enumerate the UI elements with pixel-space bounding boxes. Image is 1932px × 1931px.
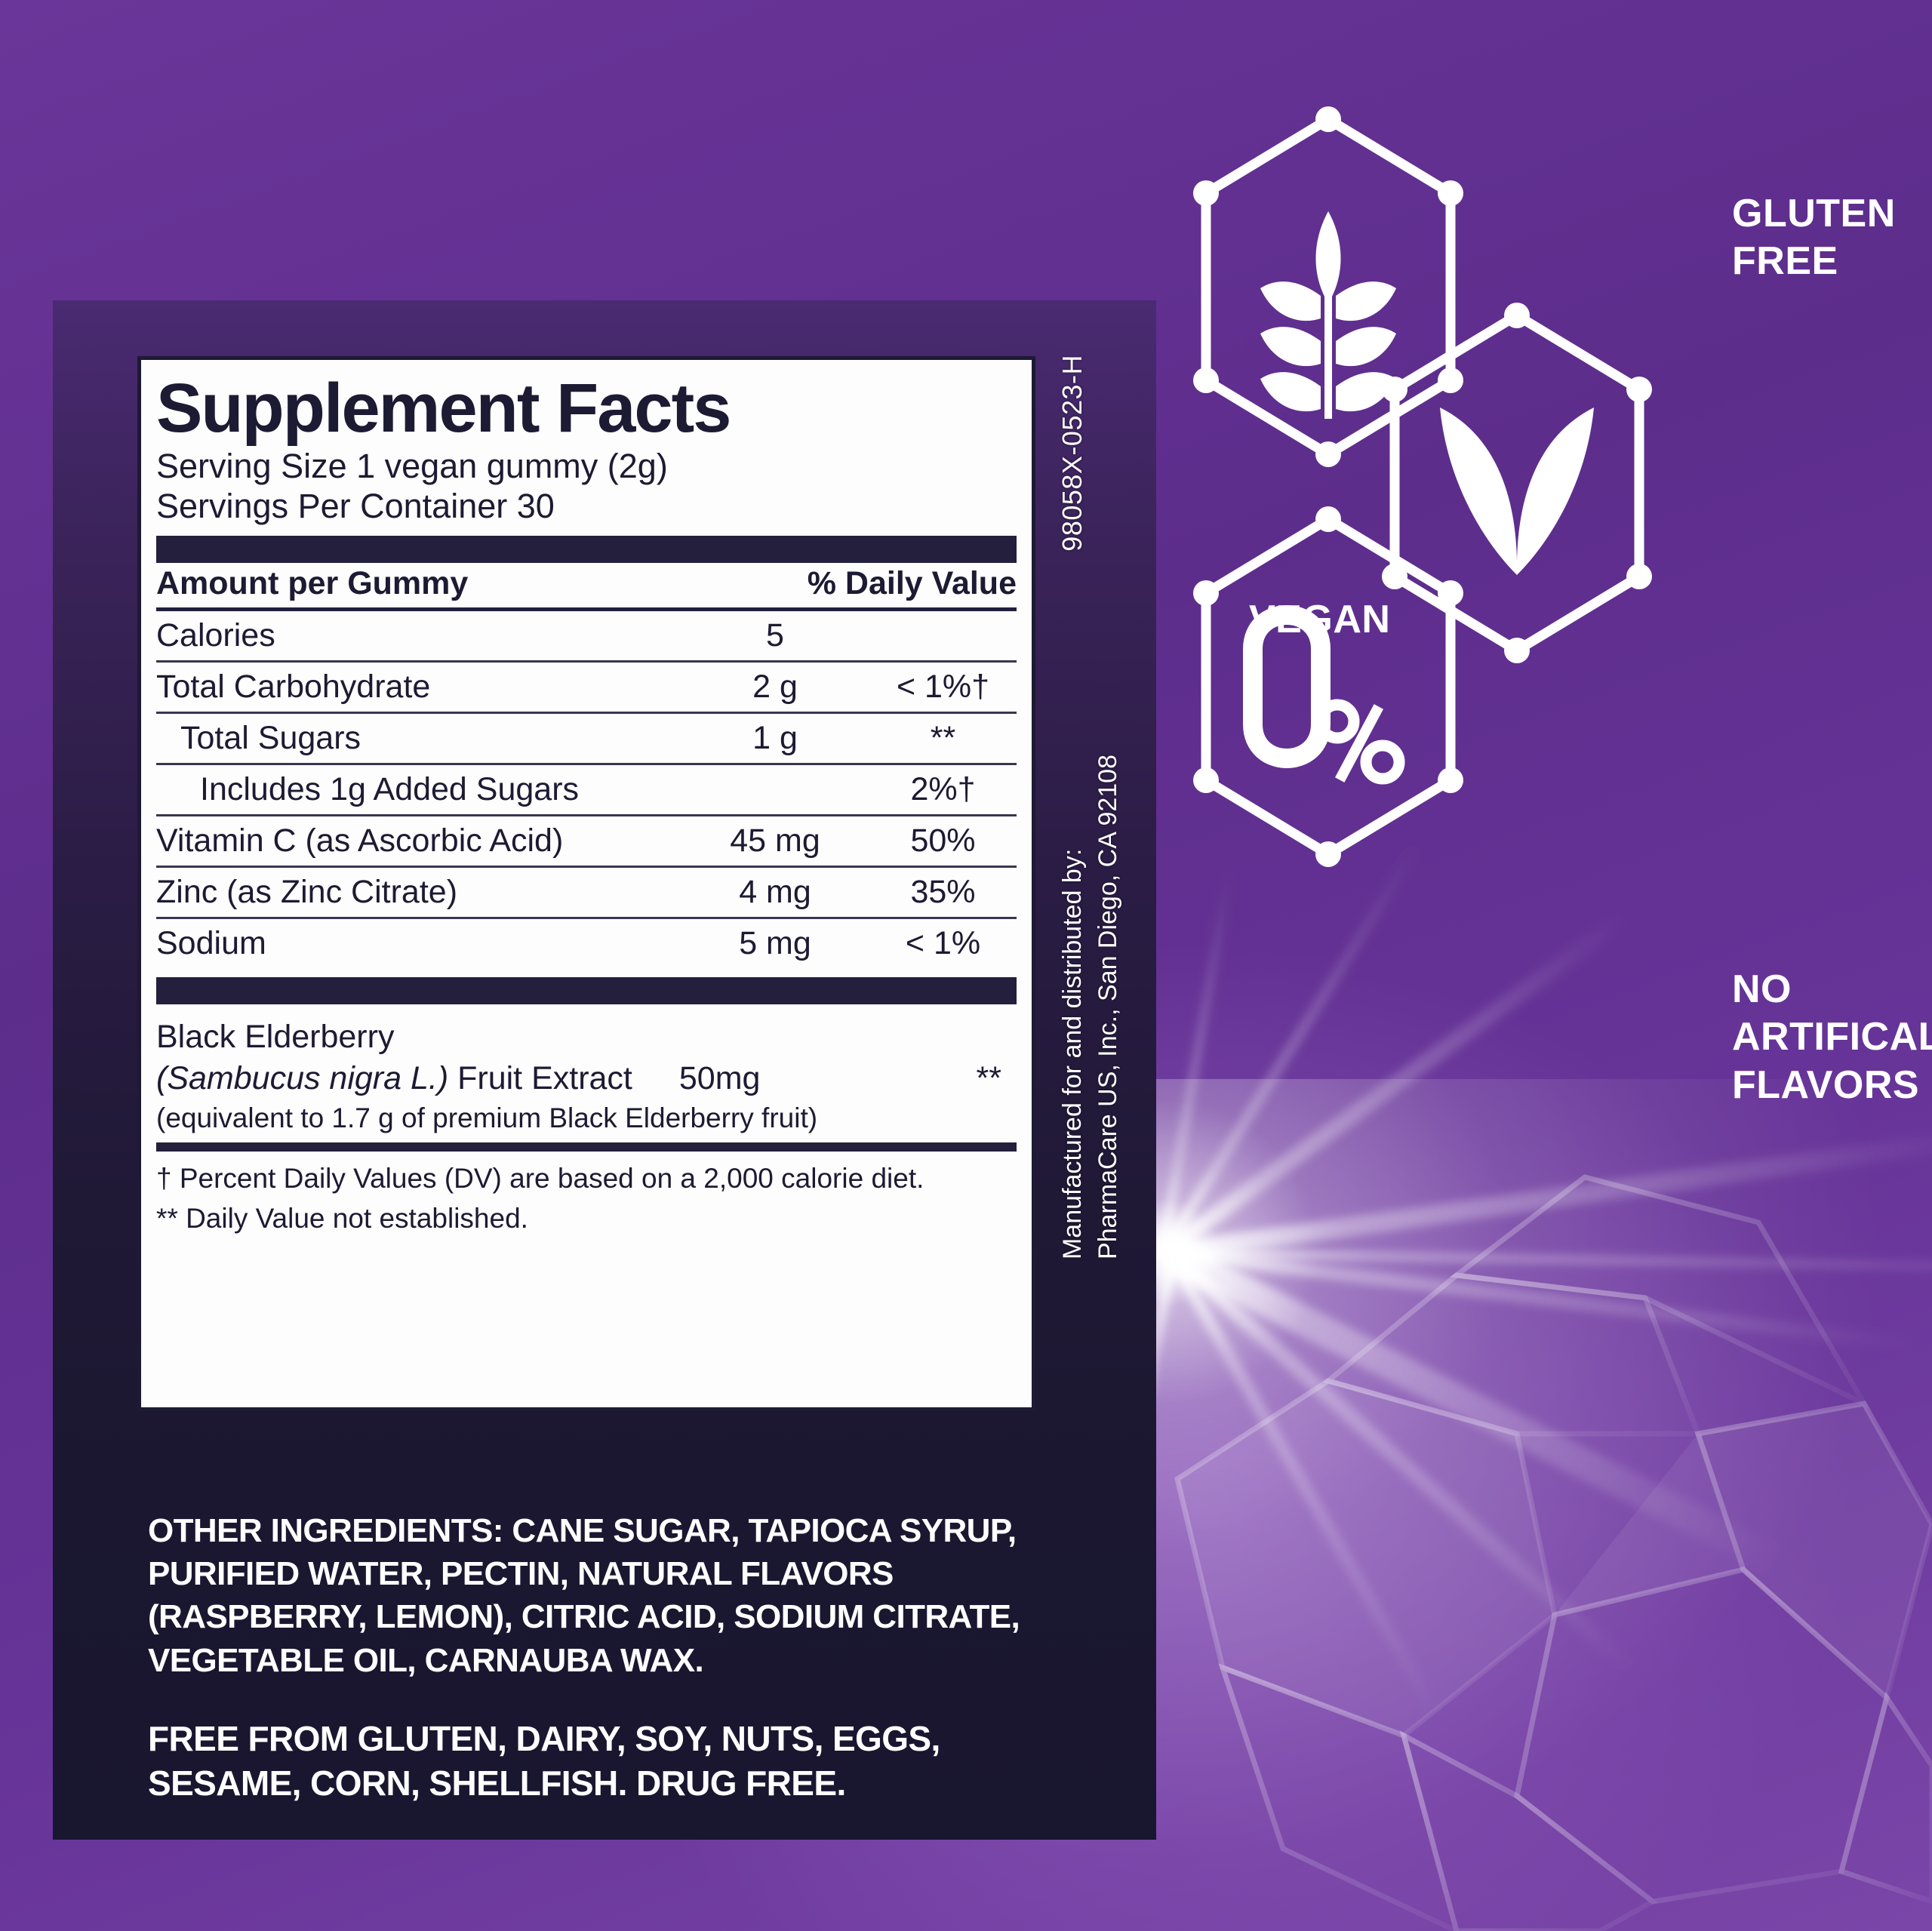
row-divider [156, 813, 1017, 816]
herb-amount: 50mg [678, 1060, 761, 1097]
badge-gluten-free: GLUTEN FREE [1170, 98, 1895, 475]
table-row: Zinc (as Zinc Citrate) 4 mg 35% [156, 868, 1017, 917]
row-divider [156, 916, 1017, 919]
lot-code: 98058X-0523-H [1057, 355, 1088, 552]
servings-per-container: Servings Per Container 30 [156, 487, 555, 526]
supplement-facts-panel: Supplement Facts Serving Size 1 vegan gu… [137, 356, 1035, 1411]
badge-no-artificial-flavors: NO ARTIFICAL FLAVORS [1170, 498, 1932, 1107]
ingredients-section: OTHER INGREDIENTS: CANE SUGAR, TAPIOCA S… [148, 1509, 1038, 1806]
table-row: Total Sugars 1 g ** [156, 714, 1017, 763]
row-label: Vitamin C (as Ascorbic Acid) [156, 822, 564, 859]
row-label: Total Sugars [180, 719, 361, 756]
badge-label-no-artificial-flavors: NO ARTIFICAL FLAVORS [1732, 966, 1932, 1109]
row-dv: 50% [910, 822, 976, 859]
herb-name: Black Elderberry [156, 1018, 395, 1055]
supplement-facts-title: Supplement Facts [156, 370, 731, 447]
herb-dv: ** [976, 1060, 1001, 1097]
serving-size: Serving Size 1 vegan gummy (2g) [156, 447, 668, 486]
row-amount: 5 mg [739, 924, 811, 961]
row-label: Calories [156, 617, 275, 653]
daily-value-header: % Daily Value [807, 564, 1017, 601]
herb-equivalent: (equivalent to 1.7 g of premium Black El… [156, 1102, 818, 1134]
manufacturer-info: Manufactured for and distributed by: Pha… [1055, 755, 1126, 1259]
leaves-icon [1440, 407, 1594, 575]
row-amount: 1 g [752, 719, 798, 756]
badge-label-gluten-free: GLUTEN FREE [1732, 190, 1896, 286]
row-amount: 4 mg [739, 873, 811, 910]
row-divider [156, 660, 1017, 663]
herb-block: Black Elderberry (Sambucus nigra L.) Fru… [156, 1004, 1017, 1143]
vegan-hexagon [1382, 303, 1652, 663]
header-bar [156, 535, 1017, 563]
gluten-free-hexagon [1193, 106, 1463, 467]
row-amount: 2 g [752, 668, 798, 705]
wheat-icon [1260, 211, 1396, 419]
row-label: Zinc (as Zinc Citrate) [156, 873, 458, 910]
amount-per-gummy-header: Amount per Gummy [156, 564, 469, 601]
row-dv: 35% [910, 873, 976, 910]
row-divider [156, 762, 1017, 765]
row-dv: ** [930, 719, 956, 756]
light-burst [992, 842, 1932, 1717]
row-amount: 5 [766, 617, 784, 653]
herb-botanical: (Sambucus nigra L.) [156, 1060, 449, 1097]
no-artificial-flavors-hexagon [1193, 506, 1463, 867]
row-label: Total Carbohydrate [156, 668, 431, 705]
footnote-asterisk: ** Daily Value not established. [156, 1202, 528, 1234]
footnote-dagger: † Percent Daily Values (DV) are based on… [156, 1163, 924, 1195]
badge-label-line-2: FREE [1732, 239, 1838, 284]
badge-group: GLUTEN FREE VEGAN [1177, 98, 1932, 1260]
row-label: Includes 1g Added Sugars [200, 770, 580, 807]
footnote-separator-bar [156, 1142, 1017, 1152]
other-ingredients-body: CANE SUGAR, TAPIOCA SYRUP, PURIFIED WATE… [148, 1512, 1020, 1679]
row-dv: < 1% [905, 924, 981, 961]
manufacturer-line-1: Manufactured for and distributed by: [1058, 848, 1087, 1260]
other-ingredients: OTHER INGREDIENTS: CANE SUGAR, TAPIOCA S… [148, 1509, 1038, 1682]
manufacturer-line-2: PharmaCare US, Inc., San Diego, CA 92108 [1093, 755, 1122, 1260]
row-label: Sodium [156, 924, 266, 961]
row-dv: < 1%† [896, 668, 990, 705]
row-divider [156, 711, 1017, 714]
table-row: Calories 5 [156, 611, 1017, 660]
herb-separator-bar [156, 976, 1017, 1004]
free-from-statement: FREE FROM GLUTEN, DAIRY, SOY, NUTS, EGGS… [148, 1718, 940, 1803]
badge-label-line-2: ARTIFICAL [1732, 1015, 1932, 1059]
rule-under-header [156, 607, 1017, 611]
row-dv: 2%† [910, 770, 976, 807]
herb-extract-label: Fruit Extract [457, 1060, 632, 1097]
row-divider [156, 865, 1017, 868]
footnotes: † Percent Daily Values (DV) are based on… [156, 1152, 1017, 1238]
table-row: Includes 1g Added Sugars 2%† [156, 765, 1017, 814]
badge-label-line-3: FLAVORS [1732, 1062, 1920, 1107]
badge-label-line-1: NO [1732, 967, 1792, 1011]
zero-percent-icon [1243, 605, 1405, 785]
table-header-row: Amount per Gummy % Daily Value [156, 563, 1017, 607]
row-amount: 45 mg [730, 822, 820, 859]
table-row: Vitamin C (as Ascorbic Acid) 45 mg 50% [156, 816, 1017, 866]
table-row: Total Carbohydrate 2 g < 1%† [156, 663, 1017, 712]
herb-botanical-line: (Sambucus nigra L.) Fruit Extract [156, 1058, 632, 1100]
other-ingredients-heading: OTHER INGREDIENTS: [148, 1512, 503, 1549]
table-row: Sodium 5 mg < 1% [156, 919, 1017, 968]
badge-label-line-1: GLUTEN [1732, 192, 1896, 235]
